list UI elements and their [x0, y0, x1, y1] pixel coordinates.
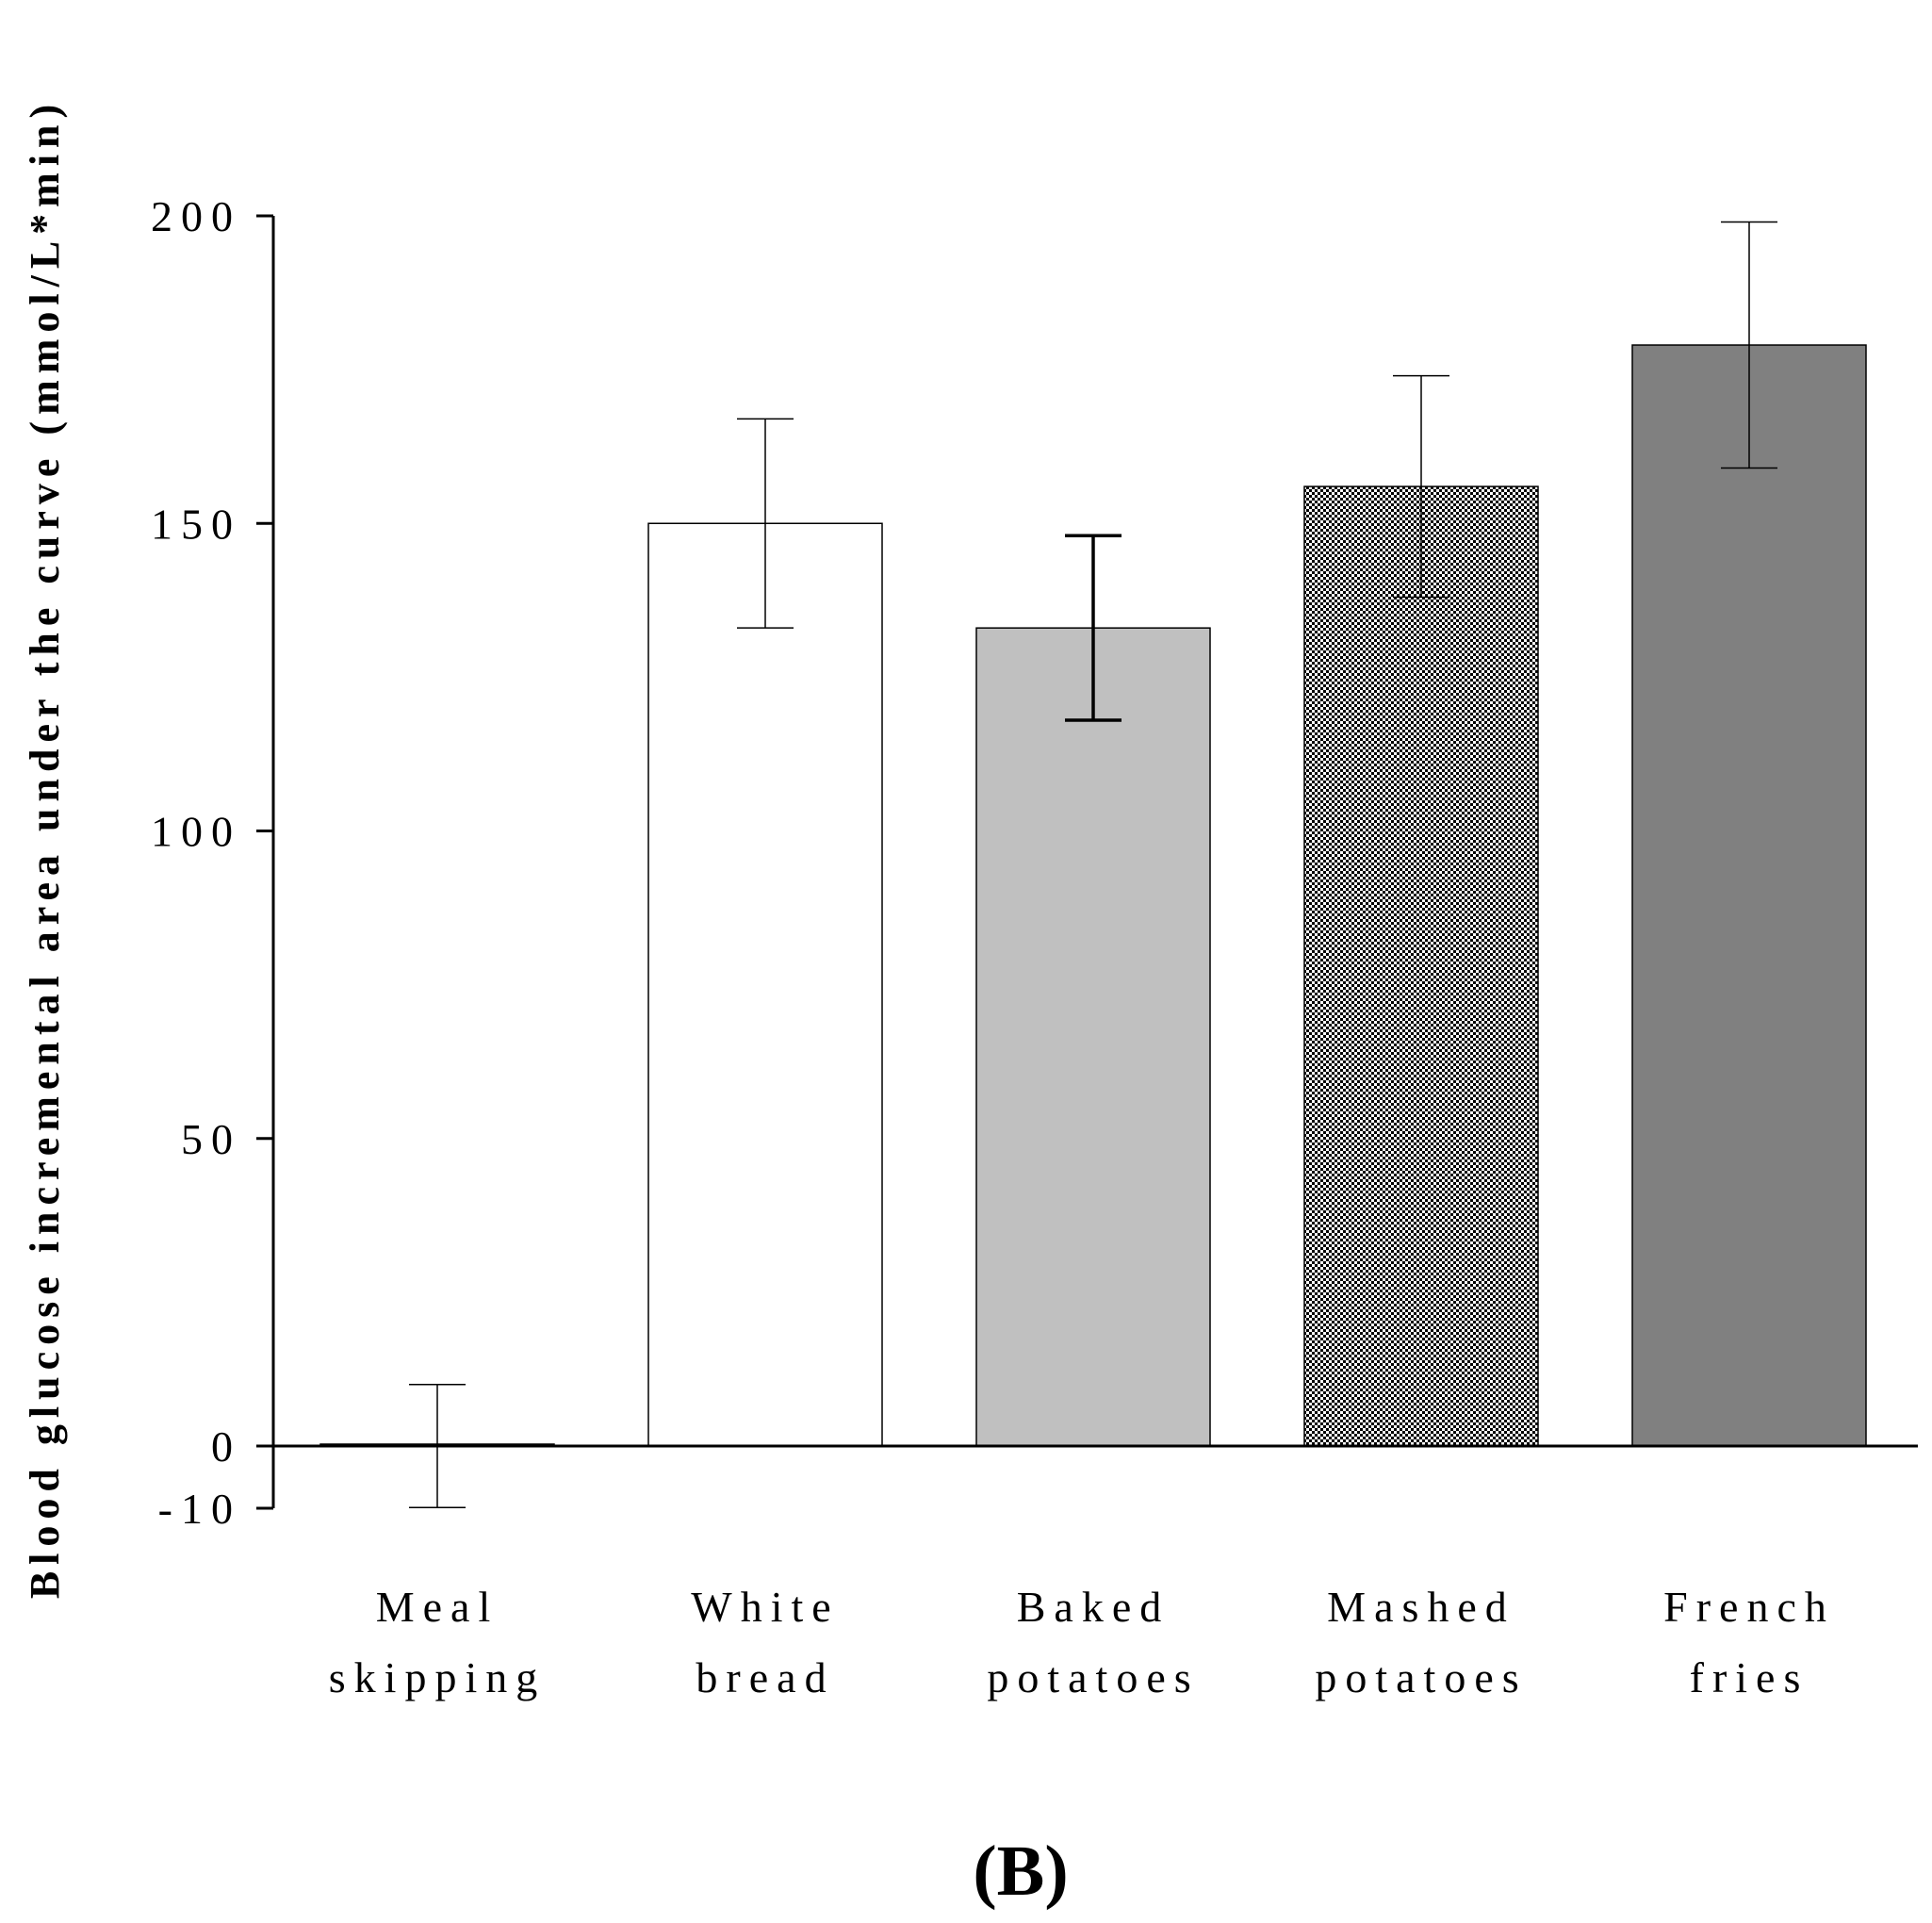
y-ticks-group: -10 0 50 100 150 200: [151, 192, 273, 1533]
x-tick-label-3-1: potatoes: [1315, 1653, 1527, 1701]
y-tick-label-4: 150: [151, 500, 241, 548]
bar-4: [1631, 344, 1867, 1447]
x-tick-label-3-0: Mashed: [1327, 1583, 1515, 1631]
x-tick-label-0-1: skipping: [329, 1653, 546, 1701]
y-axis-title: Blood glucose incremental area under the…: [22, 98, 68, 1599]
bar-2: [975, 627, 1211, 1447]
y-tick-label-5: 200: [151, 192, 241, 240]
bar-3: [1303, 485, 1539, 1447]
x-tick-label-2-0: Baked: [1017, 1583, 1171, 1631]
axes-group: [271, 216, 1918, 1508]
x-tick-label-4-0: French: [1663, 1583, 1835, 1631]
bar-1: [647, 522, 883, 1447]
y-tick-label-0: -10: [158, 1485, 241, 1533]
x-tick-label-1-0: White: [691, 1583, 839, 1631]
y-tick-label-2: 50: [181, 1115, 241, 1163]
y-tick-label-1: 0: [211, 1422, 241, 1471]
x-tick-label-1-1: bread: [696, 1653, 834, 1701]
y-tick-label-3: 100: [151, 808, 241, 856]
x-tick-label-2-1: potatoes: [987, 1653, 1199, 1701]
x-tick-label-0-0: Meal: [376, 1583, 499, 1631]
x-tick-label-4-1: fries: [1690, 1653, 1809, 1701]
x-labels-group: Meal skipping White bread Baked potatoes Mashe…: [329, 1583, 1835, 1701]
bars-group: [319, 344, 1867, 1447]
panel-label: (B): [973, 1832, 1068, 1911]
